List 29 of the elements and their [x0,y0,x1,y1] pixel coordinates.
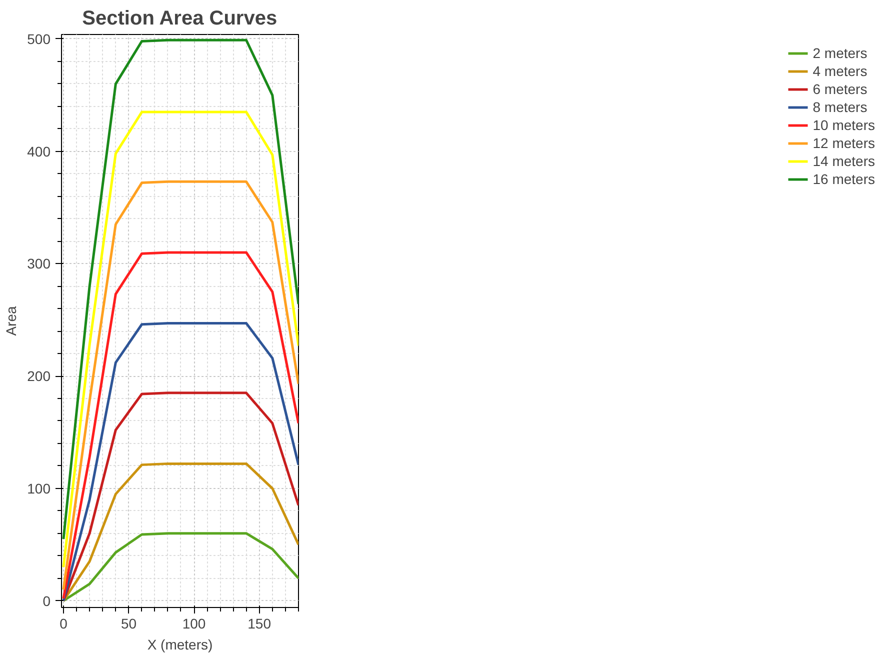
x-tick-label: 100 [182,616,206,632]
line-series [62,180,298,591]
y-tick-label: 400 [27,143,51,160]
legend-label: 16 meters [812,170,875,188]
chart-title: Section Area Curves [82,8,278,30]
line-series [62,110,298,568]
x-tick-label: 0 [60,616,68,632]
legend-label: 14 meters [812,152,875,170]
y-tick-label: 300 [27,256,51,272]
y-axis-title: Area [3,306,20,336]
legend-label: 12 meters [812,134,875,152]
line-series [62,38,298,540]
x-tick-label: 50 [120,616,137,632]
legend-label: 4 meters [812,62,868,80]
legend-label: 6 meters [812,80,868,98]
x-tick-label: 150 [248,616,272,632]
legend-label: 10 meters [812,116,875,134]
y-tick-label: 100 [27,480,51,496]
y-tick-label: 500 [27,30,51,47]
legend-label: 2 meters [812,44,868,62]
x-axis-title: X (meters) [147,636,213,652]
line-series [62,322,298,602]
y-tick-label: 200 [27,368,51,384]
line-series [62,392,298,602]
line-series [62,462,298,602]
legend-label: 8 meters [812,98,868,116]
line-series [62,251,298,600]
line-series [62,532,298,602]
y-tick-label: 0 [42,592,51,609]
